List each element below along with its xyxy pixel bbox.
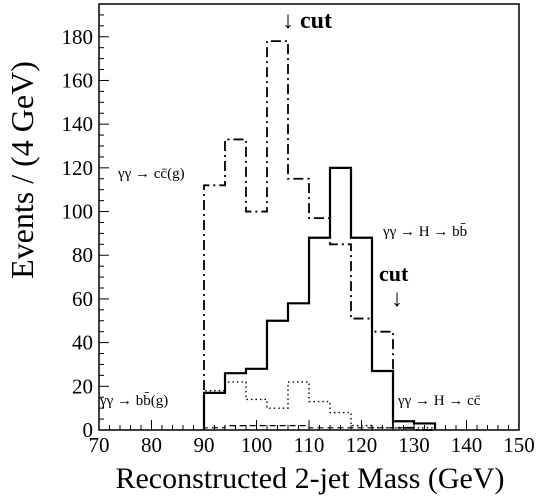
y-tick-label: 0 — [83, 418, 94, 442]
x-axis-label: Reconstructed 2-jet Mass (GeV) — [115, 462, 504, 495]
y-tick-label: 140 — [62, 112, 94, 136]
x-tick-label: 90 — [194, 433, 215, 457]
x-tick-label: 100 — [241, 433, 273, 457]
cut-annotation-right-arrow: ↓ — [391, 286, 403, 312]
y-tick-label: 160 — [62, 68, 94, 92]
y-tick-label: 40 — [72, 331, 93, 355]
x-tick-label: 130 — [398, 433, 430, 457]
x-tick-label: 110 — [294, 433, 325, 457]
x-tick-label: 120 — [346, 433, 378, 457]
x-tick-label: 80 — [141, 433, 162, 457]
label-hcc: γγ → H → cc̄ — [397, 393, 481, 409]
x-tick-label: 70 — [89, 433, 110, 457]
y-tick-label: 180 — [62, 25, 94, 49]
cut-annotation-top: ↓ cut — [282, 8, 332, 34]
y-axis-label: Events / (4 GeV) — [4, 61, 40, 279]
plot-frame — [98, 3, 520, 431]
series-line-solid — [202, 166, 437, 430]
label-ccg: γγ → cc̄(g) — [117, 166, 185, 182]
label-hbb: γγ → H → bb̄ — [382, 224, 467, 240]
y-tick-label: 120 — [62, 156, 94, 180]
axes — [98, 3, 520, 431]
series-line-dash-dot — [203, 40, 435, 431]
y-tick-label: 80 — [72, 243, 93, 267]
tick-labels: 70 80 90 100 110 120 130 140 150 0 20 40 60 80 100 120 1… — [62, 25, 535, 457]
y-tick-label: 100 — [62, 200, 94, 224]
x-tick-label: 150 — [503, 433, 535, 457]
series-group — [202, 40, 437, 431]
series-line-dashed — [203, 425, 435, 431]
y-tick-label: 60 — [72, 287, 93, 311]
label-bbg: γγ → bb̄(g) — [99, 393, 168, 409]
x-tick-label: 140 — [451, 433, 483, 457]
cut-annotation-right-label: cut — [379, 261, 409, 286]
y-tick-label: 20 — [72, 374, 93, 398]
